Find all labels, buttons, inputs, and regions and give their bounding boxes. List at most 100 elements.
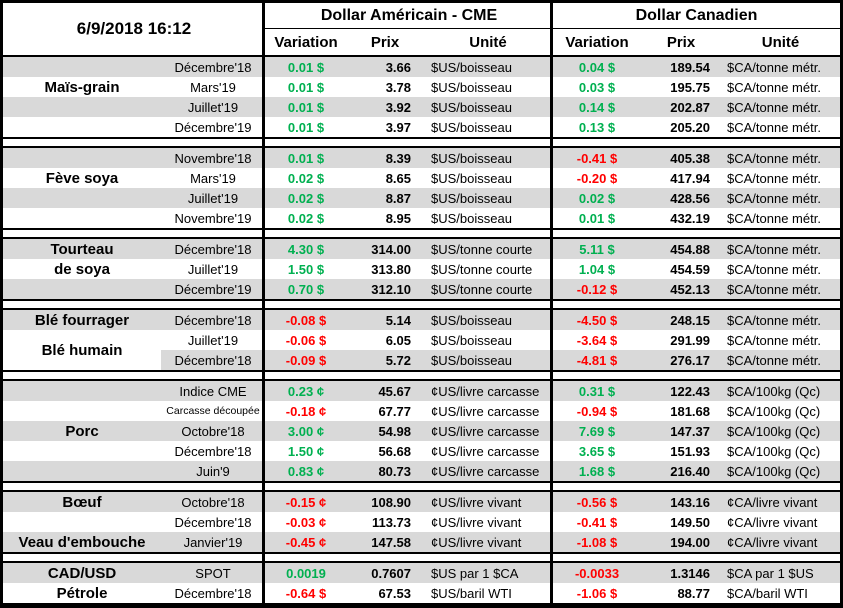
ca-variation: -4.50 $ [576, 312, 618, 328]
ca-variation: -0.94 $ [576, 403, 618, 419]
ca-price: 143.16 [670, 494, 710, 510]
us-variation: 0.02 $ [287, 190, 325, 206]
ca-price: 452.13 [670, 281, 710, 297]
ca-price: 276.17 [670, 352, 710, 368]
table-row: Novembre'19 0.02 $ 8.95 $US/boisseau 0.01 $ 4… [3, 208, 840, 228]
ca-price: 454.59 [670, 261, 710, 277]
us-price: 312.10 [371, 281, 411, 297]
contract-month: Octobre'18 [181, 423, 245, 439]
commodity-name: Blé fourrager [34, 311, 130, 329]
us-unit: ¢US/livre carcasse [431, 463, 540, 479]
ca-price: 432.19 [670, 210, 710, 226]
us-price: 313.80 [371, 261, 411, 277]
ca-unit: $CA/tonne métr. [727, 170, 821, 186]
ca-section-title: Dollar Canadien [553, 3, 840, 29]
us-price: 108.90 [371, 494, 411, 510]
contract-month: Décembre'19 [174, 281, 252, 297]
commodity-name: CAD/USD [47, 564, 117, 582]
ca-variation: -0.56 $ [576, 494, 618, 510]
table-row: Juillet'19 0.01 $ 3.92 $US/boisseau 0.14 $ 20… [3, 97, 840, 117]
ca-unit: $CA/tonne métr. [727, 79, 821, 95]
commodity-name [3, 401, 161, 421]
us-price: 54.98 [378, 423, 411, 439]
us-variation: 0.02 $ [287, 210, 325, 226]
us-variation: 0.01 $ [287, 59, 325, 75]
group-feve-soya: Novembre'18 0.01 $ 8.39 $US/boisseau -0.41 $… [3, 146, 840, 230]
us-variation: 0.23 ¢ [287, 383, 325, 399]
table-row: Décembre'19 0.01 $ 3.97 $US/boisseau 0.13 $ 2… [3, 117, 840, 137]
ca-unit: $CA/100kg (Qc) [727, 403, 821, 419]
ca-variation: 0.31 $ [578, 383, 616, 399]
us-unit: $US/boisseau [431, 332, 512, 348]
us-section-header: Dollar Américain - CME Variation Prix Un… [265, 3, 553, 55]
ca-unit: $CA/tonne métr. [727, 59, 821, 75]
contract-month: Juillet'19 [187, 261, 239, 277]
ca-unit: ¢CA/livre vivant [727, 494, 818, 510]
us-unit: ¢US/livre vivant [431, 494, 522, 510]
table-row: Décembre'18 -0.03 ¢ 113.73 ¢US/livre vivant… [3, 512, 840, 532]
us-variation: 0.83 ¢ [287, 463, 325, 479]
ca-unit: $CA/tonne métr. [727, 190, 821, 206]
group-boeuf-veau: Bœuf Octobre'18 -0.15 ¢ 108.90 ¢US/livre viv… [3, 490, 840, 554]
us-unit: ¢US/livre carcasse [431, 443, 540, 459]
table-row: Décembre'18 0.01 $ 3.66 $US/boisseau 0.04 $ 1… [3, 57, 840, 77]
commodity-name [3, 461, 161, 481]
ca-price: 248.15 [670, 312, 710, 328]
ca-variation: -3.64 $ [576, 332, 618, 348]
us-price: 8.39 [385, 150, 411, 166]
contract-month: Décembre'18 [174, 585, 252, 601]
ca-variation: -0.20 $ [576, 170, 618, 186]
commodity-name [3, 117, 161, 137]
ca-unit: $CA/tonne métr. [727, 261, 821, 277]
us-variation: -0.03 ¢ [285, 514, 327, 530]
ca-unite-header: Unité [761, 33, 800, 51]
ca-variation: 7.69 $ [578, 423, 616, 439]
contract-month: Juillet'19 [187, 332, 239, 348]
us-variation: -0.64 $ [285, 585, 327, 601]
us-variation: -0.18 ¢ [285, 403, 327, 419]
contract-month: Décembre'19 [174, 119, 252, 135]
ca-variation: -0.41 $ [576, 514, 618, 530]
table-row: Décembre'19 0.70 $ 312.10 $US/tonne courte -… [3, 279, 840, 299]
us-unit: ¢US/livre carcasse [431, 383, 540, 399]
ca-unit: $CA/100kg (Qc) [727, 383, 821, 399]
ca-unit: ¢CA/livre vivant [727, 534, 818, 550]
group-ble: Blé fourrager Décembre'18 -0.08 $ 5.14 $US/b… [3, 308, 840, 372]
timestamp: 6/9/2018 16:12 [76, 19, 192, 38]
contract-month: Mars'19 [190, 79, 236, 95]
contract-month: Juillet'19 [187, 190, 239, 206]
table-row: Blé humain Juillet'19 -0.06 $ 6.05 $US/boiss… [3, 330, 840, 359]
us-variation: -0.08 $ [285, 312, 327, 328]
us-price: 8.95 [385, 210, 411, 226]
us-variation: 1.50 ¢ [287, 443, 325, 459]
us-unit: $US/boisseau [431, 79, 512, 95]
commodity-name [3, 441, 161, 461]
us-variation: 0.02 $ [287, 170, 325, 186]
us-price: 0.7607 [371, 565, 411, 581]
group-tourteau-de-soya: Tourteau Décembre'18 4.30 $ 314.00 $US/tonne… [3, 237, 840, 301]
us-unit: ¢US/livre vivant [431, 534, 522, 550]
commodity-name [3, 148, 161, 168]
ca-variation: -1.08 $ [576, 534, 618, 550]
table-row: Juillet'19 0.02 $ 8.87 $US/boisseau 0.02 $ 42… [3, 188, 840, 208]
us-variation: 3.00 ¢ [287, 423, 325, 439]
table-row: de soya Juillet'19 1.50 $ 313.80 $US/tonne c… [3, 259, 840, 279]
contract-month: Décembre'18 [174, 352, 252, 368]
ca-unit: $CA/tonne métr. [727, 332, 821, 348]
us-unit: $US/boisseau [431, 99, 512, 115]
us-unit: $US/boisseau [431, 352, 512, 368]
ca-unit: $CA/baril WTI [727, 585, 808, 601]
commodity-name: Tourteau [50, 240, 114, 258]
commodity-name [3, 208, 161, 228]
ca-price: 202.87 [670, 99, 710, 115]
us-variation: -0.45 ¢ [285, 534, 327, 550]
ca-price: 454.88 [670, 241, 710, 257]
ca-unit: $CA/tonne métr. [727, 312, 821, 328]
us-price: 3.78 [385, 79, 411, 95]
contract-month: Juin'9 [196, 463, 230, 479]
group-cadusd-petrole: CAD/USD SPOT 0.0019 0.7607 $US par 1 $CA -0.0… [3, 561, 840, 604]
ca-variation: -4.81 $ [576, 352, 618, 368]
ca-variation: -0.12 $ [576, 281, 618, 297]
ca-section-header: Dollar Canadien Variation Prix Unité [553, 3, 840, 55]
us-price: 8.65 [385, 170, 411, 186]
